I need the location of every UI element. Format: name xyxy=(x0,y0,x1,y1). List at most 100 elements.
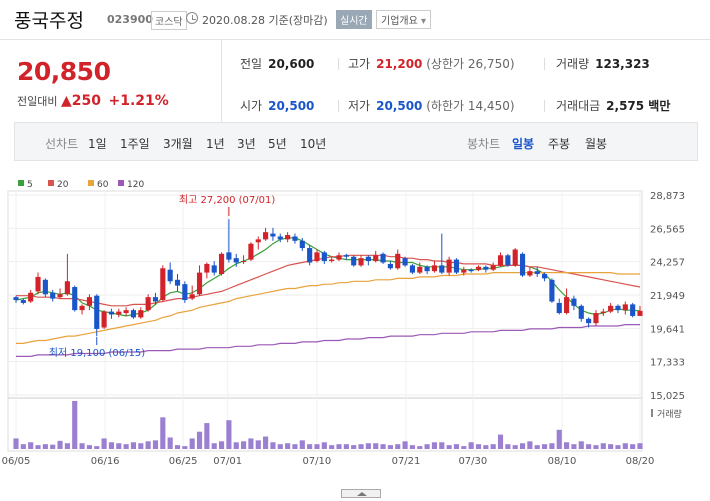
volume-bar xyxy=(519,443,526,449)
x-tick-label: 07/10 xyxy=(302,456,331,467)
low-label: 저가 xyxy=(348,99,371,113)
candle-body xyxy=(534,271,540,275)
candle-body xyxy=(299,240,305,249)
price-chart[interactable]: 28,873 26,565 24,257 21,949 19,641 17,333 15,0… xyxy=(0,161,710,501)
x-tick-label: 08/20 xyxy=(626,456,655,467)
period-3m[interactable]: 3개월 xyxy=(163,137,193,151)
volume-bar xyxy=(196,431,203,449)
candle-body xyxy=(189,294,195,299)
period-1y[interactable]: 1년 xyxy=(206,137,225,151)
volume-bar xyxy=(20,444,26,449)
volume-bar xyxy=(314,444,320,449)
candle-body xyxy=(600,311,606,314)
candle-body xyxy=(307,248,313,263)
ma-line-5 xyxy=(15,237,641,317)
change-label: 전일대비 xyxy=(17,95,58,108)
candle-body xyxy=(94,295,100,329)
open-label: 시가 xyxy=(240,99,263,113)
volume-bar xyxy=(72,401,78,449)
volume-bar xyxy=(277,444,283,449)
stock-header: 풍국주정 023900 코스닥 2020.08.28 기준(장마감) 실시간 기… xyxy=(0,0,710,40)
volume-bar xyxy=(578,441,584,449)
candle-body xyxy=(475,266,482,270)
candle-body xyxy=(108,311,115,315)
volume-bar xyxy=(608,444,614,449)
candle-body xyxy=(329,259,335,262)
period-10y[interactable]: 10년 xyxy=(300,137,327,151)
legend-swatch xyxy=(18,180,24,186)
volume-bar xyxy=(329,445,335,449)
candle-body xyxy=(622,304,628,311)
candle-body xyxy=(541,274,548,279)
ma-line-120 xyxy=(16,324,640,357)
candle-body xyxy=(593,313,599,324)
candle-weekly[interactable]: 주봉 xyxy=(548,137,571,151)
candle-body xyxy=(380,253,386,263)
volume-bar xyxy=(123,444,129,449)
volume-bar xyxy=(145,441,151,449)
volume-bar xyxy=(108,442,115,449)
candle-body xyxy=(79,305,85,311)
volume-bar xyxy=(138,443,144,449)
trade-amount-value: 2,575 백만 xyxy=(606,99,671,113)
volume-bar xyxy=(402,441,408,449)
x-tick-label: 06/05 xyxy=(2,456,31,467)
candle-monthly[interactable]: 월봉 xyxy=(585,137,608,151)
high-annotation: 최고 27,200 (07/01) xyxy=(179,194,275,206)
period-1d[interactable]: 1일 xyxy=(88,137,107,151)
period-5y[interactable]: 5년 xyxy=(268,137,287,151)
low-value: 20,500 xyxy=(376,99,423,113)
volume-bar xyxy=(79,443,85,449)
volume-bar xyxy=(365,443,371,449)
candle-body xyxy=(285,235,291,240)
volume-bar xyxy=(248,438,254,449)
y-tick-label: 21,949 xyxy=(650,291,685,302)
volume-bar xyxy=(564,442,570,449)
candle-body xyxy=(527,271,533,276)
open-price: 시가 20,500 xyxy=(240,97,314,114)
candle-body xyxy=(270,233,276,237)
x-tick-label: 07/01 xyxy=(213,456,242,467)
volume-legend-mark xyxy=(651,409,653,417)
candle-body xyxy=(512,249,518,266)
volume-stat-value: 123,323 xyxy=(595,57,650,71)
volume-bar xyxy=(541,444,548,449)
clock-icon xyxy=(186,12,198,24)
candle-body xyxy=(586,318,592,324)
chevron-down-icon: ▾ xyxy=(421,16,427,27)
candle-body xyxy=(571,298,577,306)
candle-body xyxy=(145,297,151,311)
candle-body xyxy=(468,269,474,272)
chart-scroll-handle[interactable] xyxy=(341,489,381,498)
candle-body xyxy=(483,266,489,270)
realtime-button[interactable]: 실시간 xyxy=(336,10,372,29)
legend-label: 20 xyxy=(57,180,69,190)
volume-bar xyxy=(409,445,415,449)
candle-body xyxy=(615,305,621,311)
volume-bar xyxy=(395,444,401,449)
candle-body xyxy=(431,265,438,272)
volume-bar xyxy=(373,443,379,449)
company-info-dropdown[interactable]: 기업개요 ▾ xyxy=(376,10,432,29)
candle-body xyxy=(277,236,283,240)
candle-body xyxy=(35,276,41,292)
line-chart-label: 선차트 xyxy=(45,137,79,151)
volume-bar xyxy=(116,443,122,449)
candle-body xyxy=(292,236,298,241)
volume-bar xyxy=(28,442,34,449)
candle-body xyxy=(321,252,327,262)
candle-daily[interactable]: 일봉 xyxy=(512,137,535,151)
company-info-label: 기업개요 xyxy=(381,16,418,27)
period-1w[interactable]: 1주일 xyxy=(120,137,150,151)
candle-body xyxy=(123,310,129,314)
period-3y[interactable]: 3년 xyxy=(237,137,256,151)
price-panel: 20,850 전일대비 ▲250 +1.21% xyxy=(0,40,222,122)
volume-bar xyxy=(424,444,430,449)
trade-amount-label: 거래대금 xyxy=(556,99,601,113)
candle-body xyxy=(57,294,63,298)
volume-bar xyxy=(431,442,438,449)
volume-bar xyxy=(358,444,364,449)
change-percent: +1.21% xyxy=(108,93,169,109)
candle-body xyxy=(42,279,48,295)
volume-bar xyxy=(211,443,217,449)
